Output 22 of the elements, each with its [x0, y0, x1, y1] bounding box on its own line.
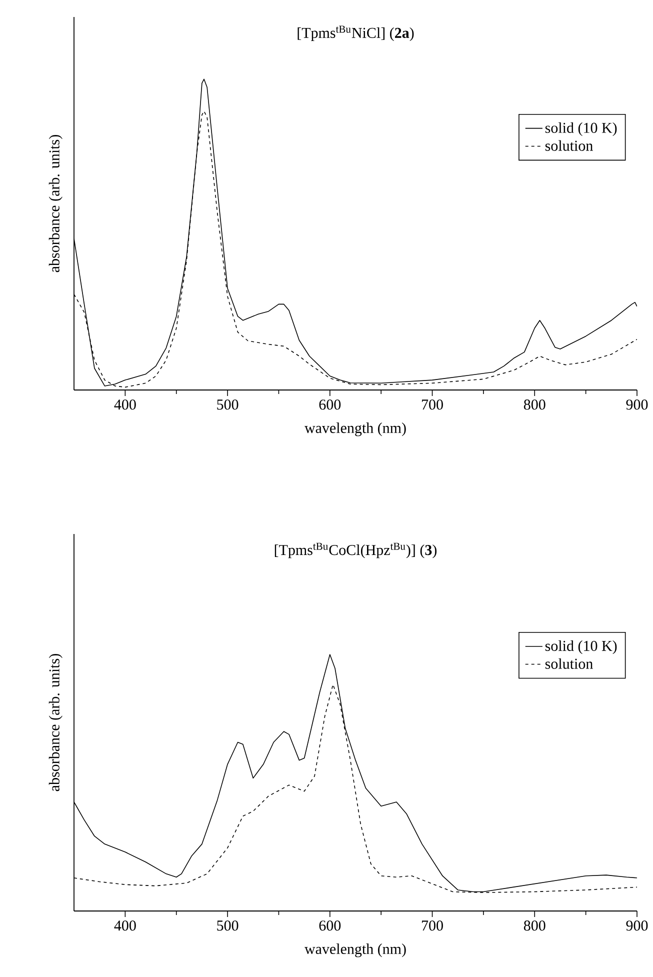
- x-tick-label: 400: [114, 920, 136, 931]
- x-axis-title: wavelength (nm): [304, 422, 406, 436]
- x-tick-label: 900: [626, 400, 648, 410]
- legend-label: solid (10 K): [545, 640, 617, 654]
- chart-title: [Tpms$^{tBu}$CoCl(Hpz$^{tBu}$)] (3): [274, 542, 437, 558]
- x-tick-label: 600: [319, 400, 341, 410]
- x-tick-label: 600: [319, 920, 341, 931]
- x-tick-label: 900: [626, 920, 648, 931]
- x-tick-label: 800: [524, 920, 546, 931]
- legend-label: solution: [545, 140, 593, 151]
- x-tick-label: 700: [422, 920, 443, 931]
- x-tick-label: 500: [217, 920, 238, 931]
- y-axis-title: absorbance (arb. units): [48, 135, 62, 272]
- y-axis-title: absorbance (arb. units): [48, 654, 62, 792]
- chart-title: [Tpms$^{tBu}$NiCl] (2a): [298, 26, 414, 42]
- legend-label: solution: [545, 658, 593, 669]
- x-tick-label: 500: [217, 400, 238, 410]
- legend-label: solid (10 K): [545, 122, 617, 136]
- x-tick-label: 800: [524, 400, 546, 410]
- x-tick-label: 400: [114, 400, 136, 410]
- x-axis-title: wavelength (nm): [304, 944, 406, 958]
- x-tick-label: 700: [422, 400, 443, 410]
